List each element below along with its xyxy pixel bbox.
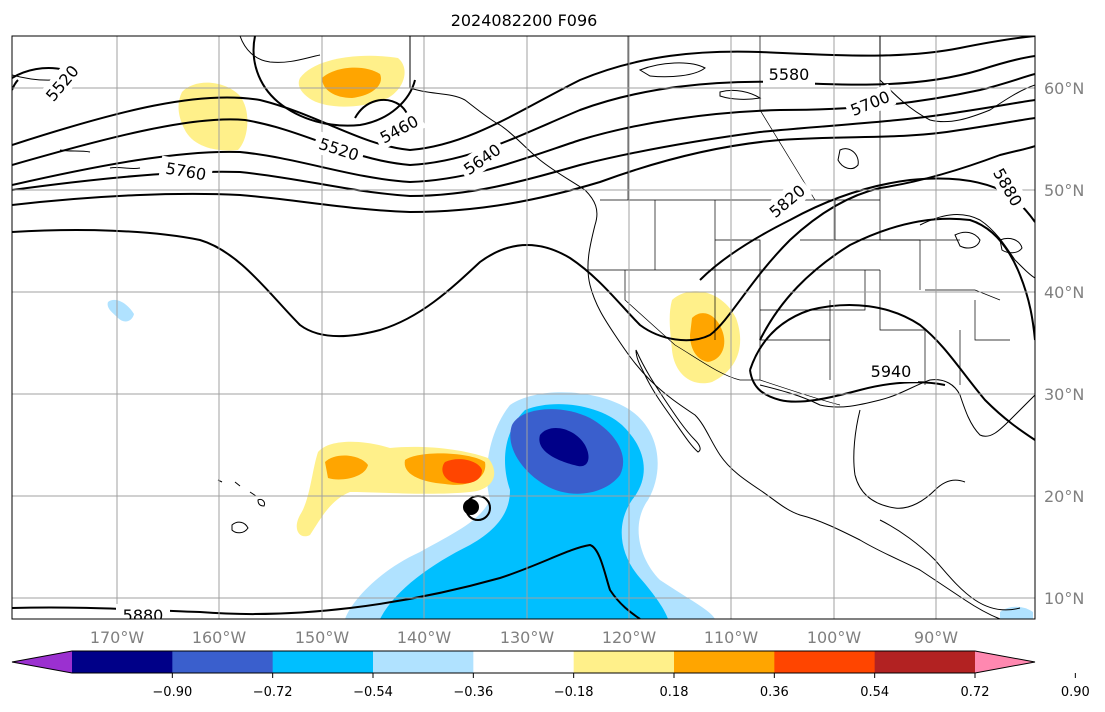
colorbar-tick-label: −0.90 — [152, 685, 192, 700]
colorbar-segment — [272, 651, 374, 673]
positive-anomaly-southwest-core — [690, 313, 725, 362]
contour-label-5580: 5580 — [769, 65, 810, 84]
lon-label: 100°W — [807, 628, 862, 647]
positive-anomaly-hawaii-mid-west — [325, 455, 368, 480]
longitude-labels: 170°W 160°W 150°W 140°W 130°W 120°W 110°… — [90, 628, 958, 647]
contour-label-5940: 5940 — [871, 362, 912, 381]
lon-label: 170°W — [90, 628, 145, 647]
colorbar-segment — [373, 651, 474, 673]
colorbar-segment — [874, 651, 976, 673]
colorbar-extend-max — [975, 651, 1035, 673]
lat-label: 50°N — [1044, 181, 1084, 200]
graticule — [12, 36, 1035, 619]
colorbar: −0.90 −0.72 −0.54 −0.36 −0.18 0.18 0.36 0.54 0.7… — [11, 650, 1090, 700]
lat-label: 20°N — [1044, 487, 1084, 506]
lon-label: 130°W — [500, 628, 555, 647]
height-contours — [12, 36, 1035, 619]
lat-label: 10°N — [1044, 589, 1084, 608]
lat-label: 60°N — [1044, 79, 1084, 98]
latitude-labels: 60°N 50°N 40°N 30°N 20°N 10°N — [1044, 79, 1084, 608]
colorbar-tick-label: −0.18 — [554, 685, 594, 700]
negative-anomaly-core — [539, 427, 589, 467]
contour-label-5880-south: 5880 — [123, 606, 164, 625]
lat-label: 40°N — [1044, 283, 1084, 302]
colorbar-outline — [11, 650, 1036, 674]
colorbar-tick-label: 0.18 — [660, 685, 689, 700]
colorbar-tick-label: 0.36 — [760, 685, 789, 700]
colorbar-segment — [72, 651, 173, 673]
positive-anomaly-hawaii-core — [442, 459, 482, 484]
map-panel: 5520 5580 5700 5460 5520 5640 5760 5820 … — [12, 36, 1035, 625]
lon-label: 160°W — [192, 628, 247, 647]
colorbar-tick-label: −0.36 — [453, 685, 493, 700]
colorbar-segment — [573, 651, 675, 673]
colorbar-extend-min — [12, 651, 72, 673]
colorbar-segment — [172, 651, 274, 673]
colorbar-segment — [674, 651, 775, 673]
tropical-cyclone-center — [463, 499, 479, 515]
map-title: 2024082200 F096 — [451, 11, 598, 30]
colorbar-tick-label: 0.54 — [860, 685, 889, 700]
lon-label: 150°W — [295, 628, 350, 647]
colorbar-segment — [774, 651, 876, 673]
colorbar-tick-label: 0.90 — [1061, 685, 1090, 700]
coastlines — [12, 36, 1035, 619]
lat-label: 30°N — [1044, 385, 1084, 404]
colorbar-segment — [473, 651, 575, 673]
positive-anomaly-alaska-core — [322, 67, 381, 98]
lon-label: 110°W — [704, 628, 759, 647]
negative-anomaly-small-west — [107, 299, 134, 322]
colorbar-tick-label: −0.72 — [253, 685, 293, 700]
colorbar-tick-label: −0.54 — [353, 685, 393, 700]
lon-label: 120°W — [602, 628, 657, 647]
map-frame — [11, 35, 1036, 620]
lon-label: 90°W — [914, 628, 958, 647]
colorbar-tick-label: 0.72 — [961, 685, 990, 700]
lon-label: 140°W — [397, 628, 452, 647]
